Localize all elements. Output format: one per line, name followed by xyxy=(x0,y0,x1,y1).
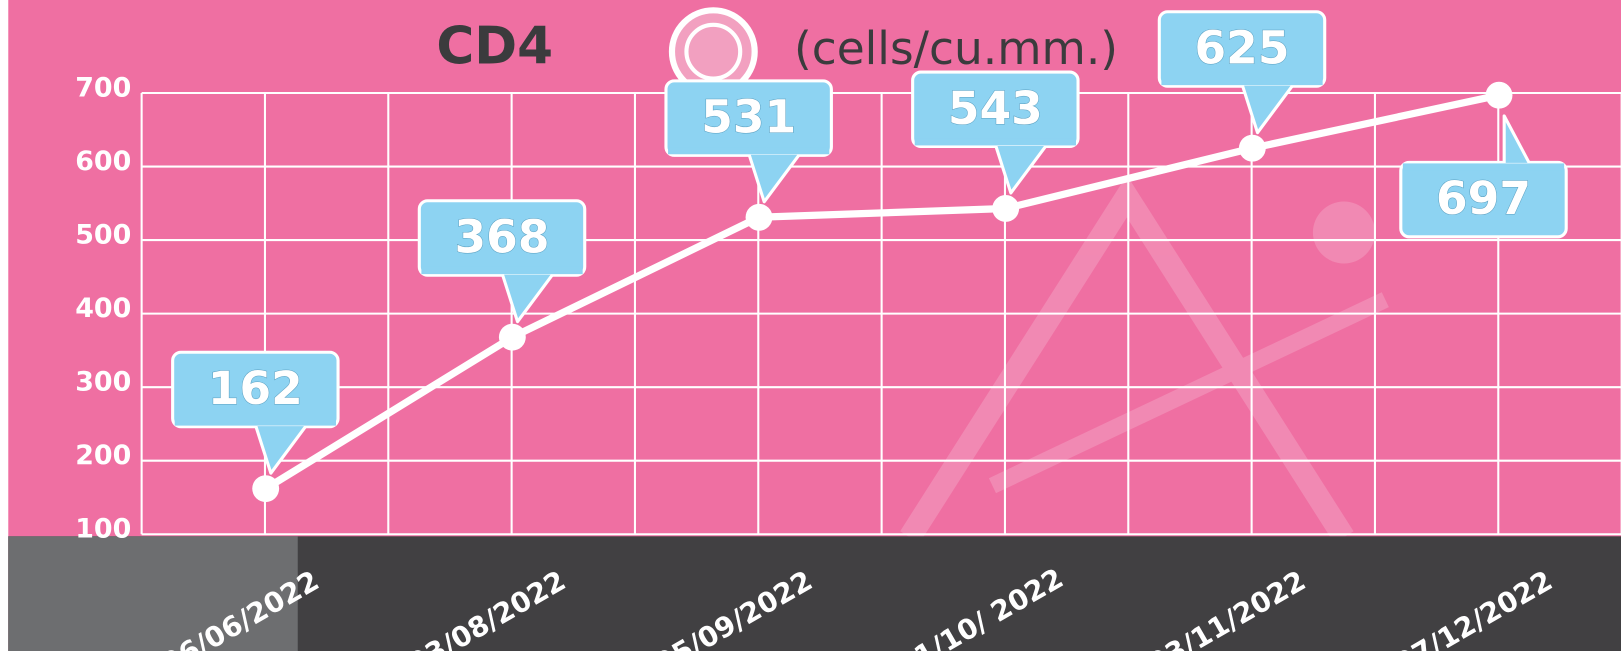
data-label: 543 xyxy=(948,82,1043,135)
callout-join xyxy=(668,147,830,155)
y-tick-label: 700 xyxy=(75,72,131,103)
data-label: 697 xyxy=(1436,172,1531,225)
y-tick-label: 600 xyxy=(75,146,131,177)
data-label: 368 xyxy=(455,211,550,264)
axis-band-highlight xyxy=(8,536,298,651)
callout-join xyxy=(1161,77,1323,86)
callout-box xyxy=(1399,160,1568,239)
callout-join xyxy=(421,266,583,275)
line xyxy=(263,91,1500,492)
point xyxy=(745,203,773,231)
y-tick-label: 400 xyxy=(75,293,131,324)
point xyxy=(1238,134,1266,162)
point xyxy=(992,195,1020,222)
y-tick-label: 500 xyxy=(75,219,131,250)
y-tick-label: 300 xyxy=(75,367,131,398)
cell-icon xyxy=(668,7,758,97)
y-tick-label: 100 xyxy=(75,514,131,545)
data-label: 625 xyxy=(1195,22,1290,75)
data-label: 162 xyxy=(208,362,303,415)
point xyxy=(252,475,280,503)
point xyxy=(1485,81,1513,109)
data-label: 531 xyxy=(701,91,796,144)
callout-join xyxy=(1402,163,1565,171)
y-tick-label: 200 xyxy=(75,440,131,471)
chart-title: CD4 xyxy=(436,17,553,77)
callout-join xyxy=(174,418,336,426)
chart-subtitle: (cells/cu.mm.) xyxy=(794,22,1118,75)
point xyxy=(498,323,526,351)
left-edge xyxy=(0,0,9,651)
callout-join xyxy=(914,138,1076,146)
